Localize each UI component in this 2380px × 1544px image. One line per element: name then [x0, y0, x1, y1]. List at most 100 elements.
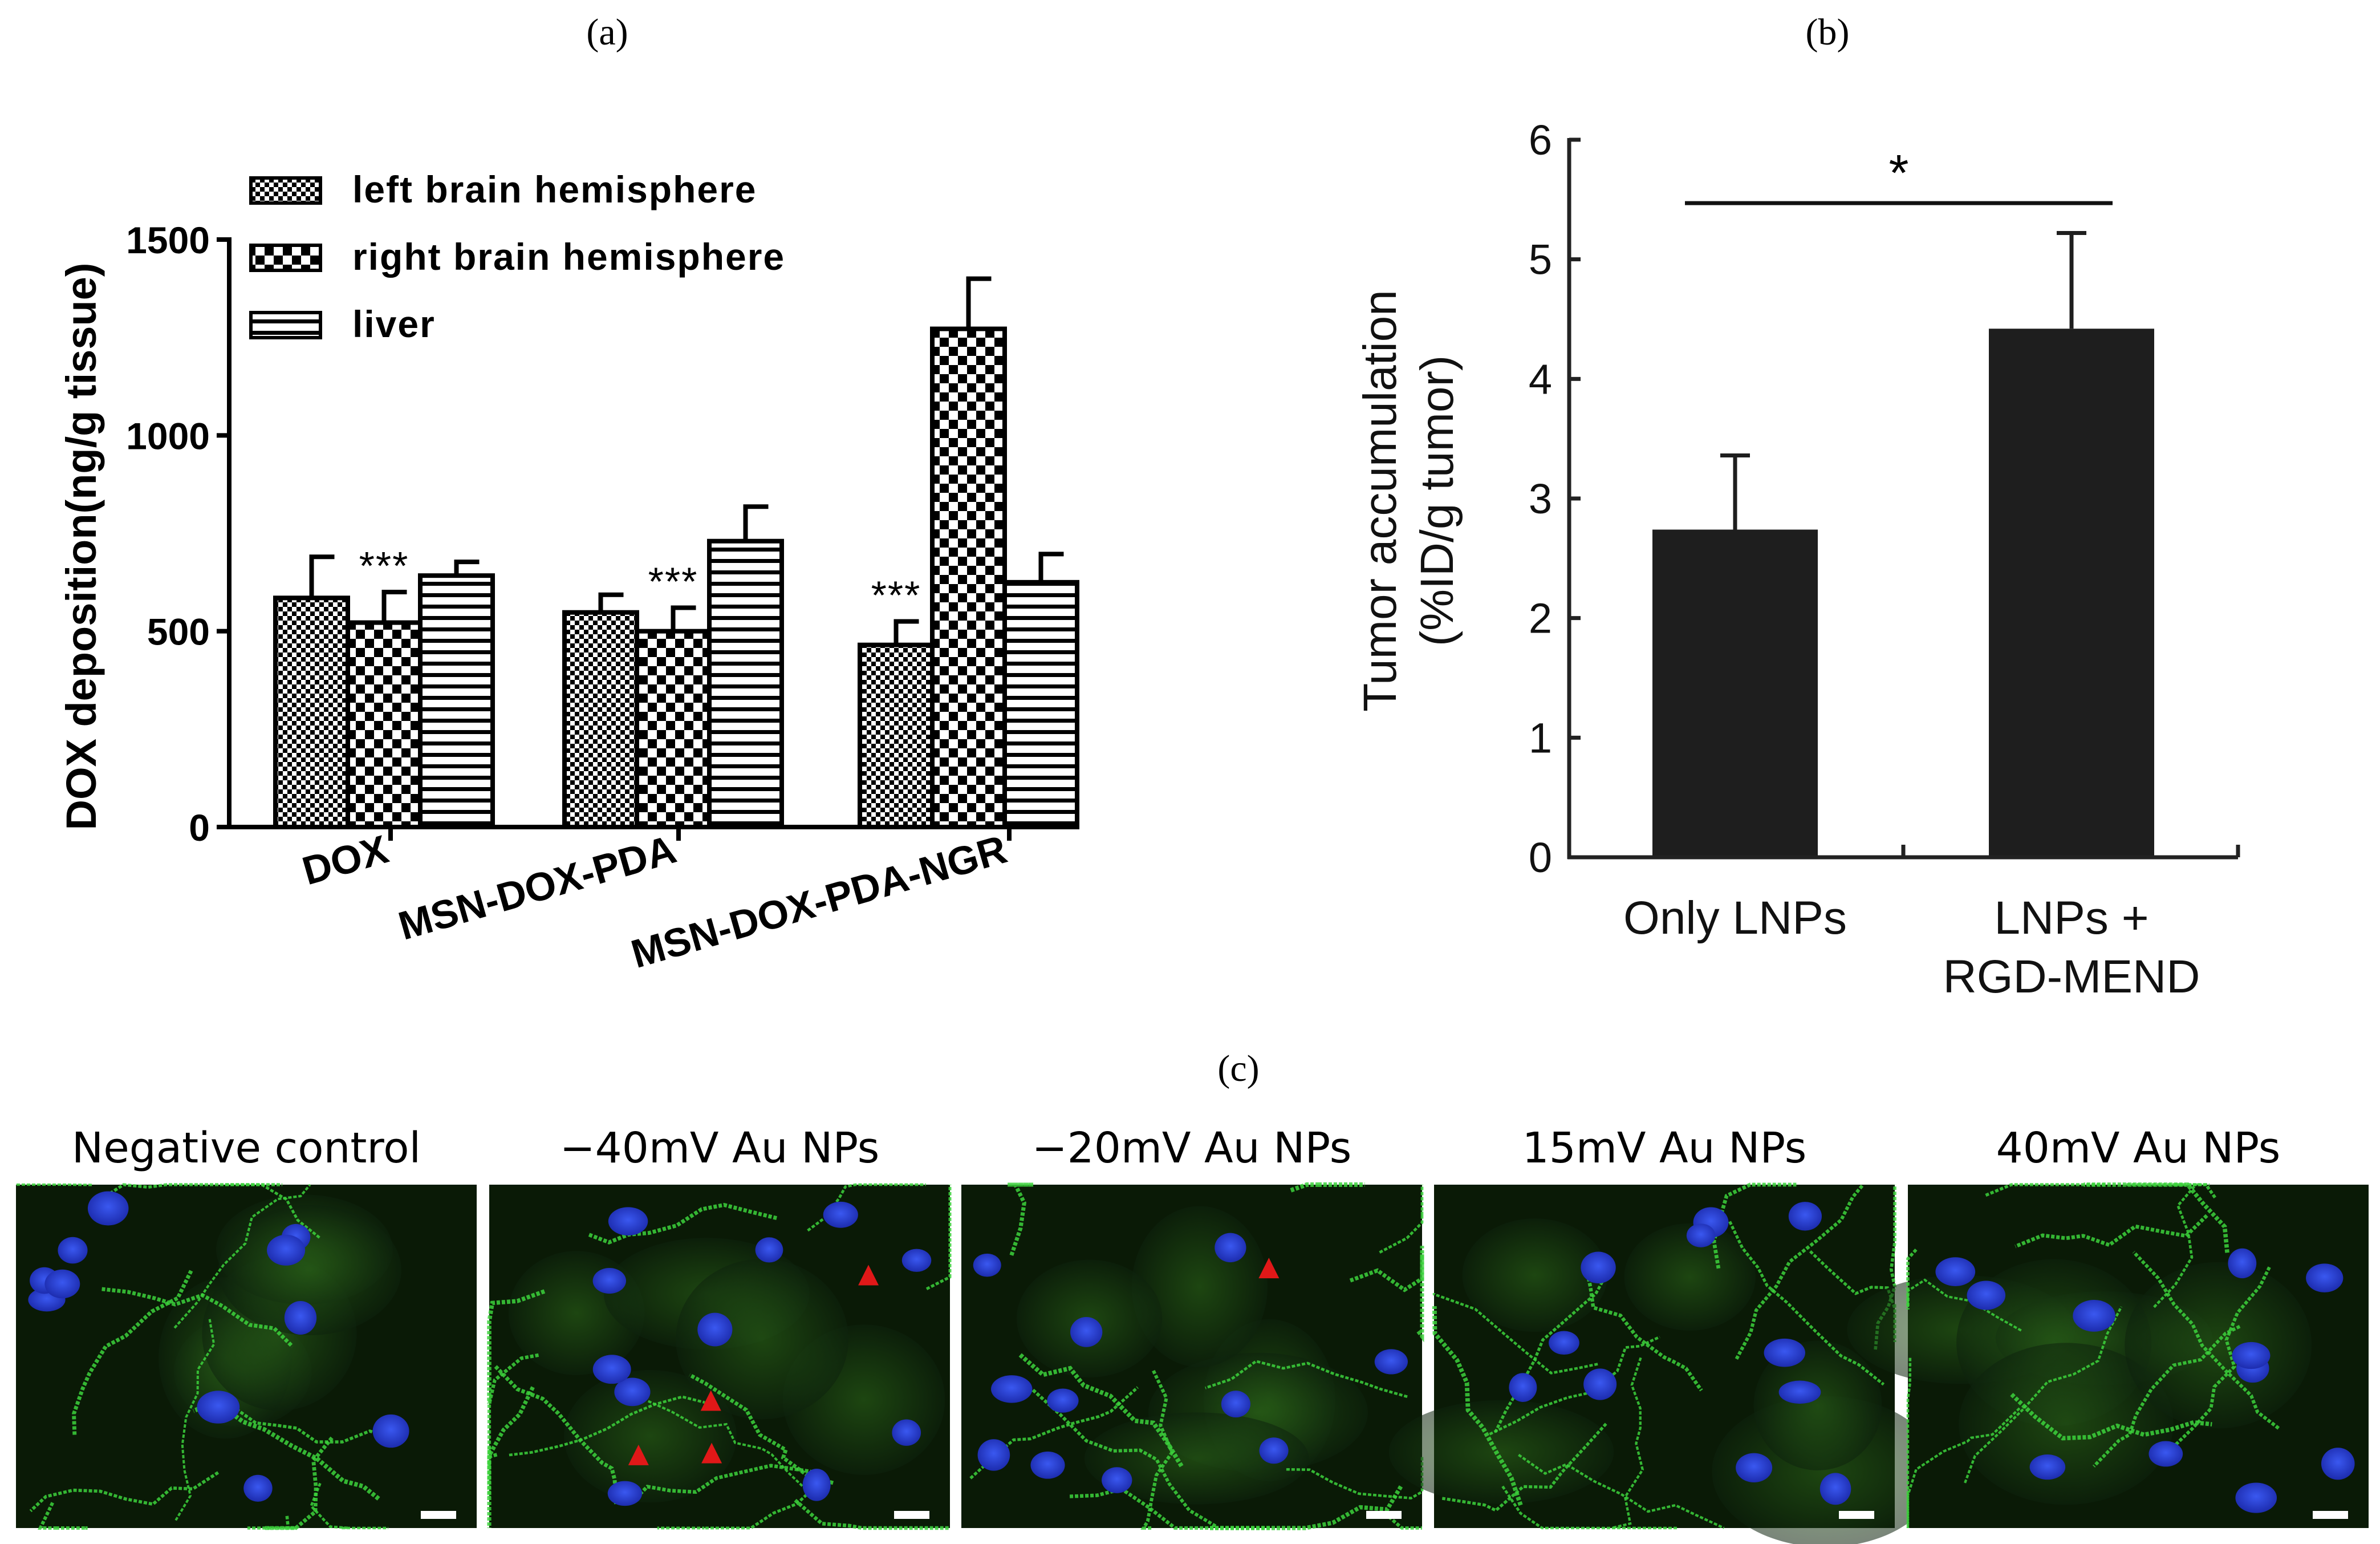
cell-membrane — [1494, 1272, 1609, 1433]
chart-b-y-tick-label: 5 — [1529, 236, 1552, 283]
cell-nucleus — [592, 1268, 626, 1294]
cell-membrane — [1018, 1352, 1184, 1468]
cell-nucleus — [87, 1191, 129, 1226]
panel-label-c: (c) — [1217, 1048, 1259, 1089]
cell-nucleus — [2235, 1482, 2277, 1513]
cell-nucleus — [2073, 1299, 2115, 1332]
cytoplasm-glow — [2125, 1262, 2312, 1429]
scale-bar — [1366, 1511, 1402, 1519]
cell-nucleus — [1686, 1223, 1716, 1247]
cell-nucleus — [1819, 1473, 1851, 1505]
cell-membrane — [1809, 1250, 1896, 1342]
cell-nucleus — [607, 1481, 643, 1506]
chart-a-legend: left brain hemisphere right brain hemisp… — [249, 168, 785, 345]
cell-membrane — [647, 1400, 815, 1498]
legend-label-right-brain: right brain hemisphere — [352, 236, 785, 278]
cell-nucleus — [372, 1414, 409, 1448]
cell-membrane — [29, 1471, 220, 1513]
bar-msn-dox-pda-right-brain-hemisphere — [635, 629, 712, 829]
cell-membrane — [1205, 1360, 1408, 1399]
cell-nucleus — [1509, 1373, 1537, 1402]
cell-nucleus — [1221, 1391, 1250, 1418]
bar-dox-liver — [418, 573, 495, 829]
cell-nucleus — [1583, 1368, 1617, 1400]
cell-membrane — [2015, 1214, 2208, 1249]
significance-stars-msn-dox-pda-ngr: *** — [871, 573, 921, 618]
cell-nucleus — [1030, 1451, 1065, 1479]
cell-nucleus — [243, 1474, 273, 1502]
cell-nucleus — [267, 1234, 306, 1266]
legend-label-liver: liver — [352, 303, 436, 345]
cell-membrane — [1209, 1485, 1403, 1530]
cell-membrane — [1583, 1262, 1703, 1392]
cell-membrane — [1441, 1423, 1607, 1513]
cell-nucleus — [58, 1237, 88, 1264]
cell-membrane — [1735, 1184, 1865, 1360]
bar-msn-dox-pda-liver — [707, 538, 784, 829]
cell-nucleus — [991, 1375, 1033, 1403]
cell-nucleus — [1374, 1349, 1408, 1375]
cell-nucleus — [2029, 1454, 2066, 1480]
cell-membrane — [173, 1184, 311, 1329]
cytoplasm-glow — [1084, 1412, 1309, 1505]
cell-membrane — [688, 1373, 834, 1485]
cell-membrane — [487, 1446, 498, 1497]
microscopy-title-4: 15mV Au NPs — [1522, 1124, 1807, 1173]
cell-nucleus — [697, 1312, 733, 1347]
cell-membrane — [1379, 1185, 1424, 1254]
bar-msn-dox-pda-ngr-right-brain-hemisphere — [930, 326, 1007, 829]
bar-only-lnps — [1652, 529, 1818, 857]
significance-stars-dox: *** — [359, 544, 409, 588]
scale-bar — [894, 1511, 929, 1519]
scale-bar — [1839, 1511, 1874, 1519]
cell-nucleus — [1778, 1380, 1821, 1404]
cytoplasm-glow — [1959, 1343, 2174, 1505]
cell-membrane — [487, 1386, 535, 1528]
cell-membrane — [1416, 1246, 1424, 1343]
panel-label-a: (a) — [586, 11, 628, 53]
chart-a-category-label-dox: DOX — [298, 826, 393, 893]
chart-a-category-label-msn-dox-pda-ngr: MSN-DOX-PDA-NGR — [626, 826, 1012, 976]
chart-a-y-axis-label: DOX deposition(ng/g tissue) — [58, 263, 105, 830]
cell-membrane — [588, 1202, 778, 1245]
chart-b-y-tick-label: 4 — [1529, 355, 1552, 403]
cell-membrane — [1140, 1369, 1175, 1530]
cell-membrane — [1985, 1183, 2107, 1197]
microscopy-title-1: Negative control — [72, 1124, 421, 1173]
cell-membrane — [1964, 1306, 2123, 1484]
cell-membrane — [925, 1185, 952, 1291]
red-arrowhead-icon — [701, 1442, 722, 1464]
cell-membrane — [1611, 1357, 1644, 1530]
legend-swatch-liver — [249, 311, 322, 339]
legend-swatch-right-brain — [249, 244, 322, 272]
cell-nucleus — [2321, 1448, 2355, 1480]
cell-nucleus — [1102, 1467, 1132, 1493]
cell-nucleus — [823, 1201, 858, 1228]
cell-nucleus — [2228, 1248, 2257, 1279]
bar-msn-dox-pda-ngr-left-brain-hemisphere — [858, 642, 935, 829]
chart-b-y-tick-label: 1 — [1529, 714, 1552, 761]
red-arrowhead-icon — [628, 1444, 649, 1465]
bar-msn-dox-pda-left-brain-hemisphere — [562, 610, 639, 829]
cell-nucleus — [284, 1300, 317, 1335]
cell-membrane — [1349, 1251, 1424, 1292]
cell-nucleus — [1070, 1316, 1103, 1347]
cell-membrane — [631, 1464, 821, 1503]
scale-bar — [2313, 1511, 2348, 1519]
cell-nucleus — [2306, 1263, 2344, 1292]
chart-b-y-tick-label: 3 — [1529, 475, 1552, 522]
cell-membrane — [2083, 1182, 2229, 1253]
cytoplasm-glow — [1462, 1218, 1608, 1332]
cytoplasm-glow — [676, 1259, 849, 1420]
bar-msn-dox-pda-ngr-liver — [1002, 579, 1079, 829]
cell-membrane — [2132, 1251, 2280, 1430]
cell-membrane — [807, 1183, 926, 1232]
cell-membrane — [1906, 1249, 1918, 1310]
cell-membrane — [38, 1502, 88, 1530]
chart-b-bars: * — [1652, 145, 2154, 857]
microscopy-image-3 — [961, 1182, 1424, 1530]
legend-swatch-left-brain — [249, 176, 322, 205]
cell-nucleus — [1259, 1437, 1289, 1464]
